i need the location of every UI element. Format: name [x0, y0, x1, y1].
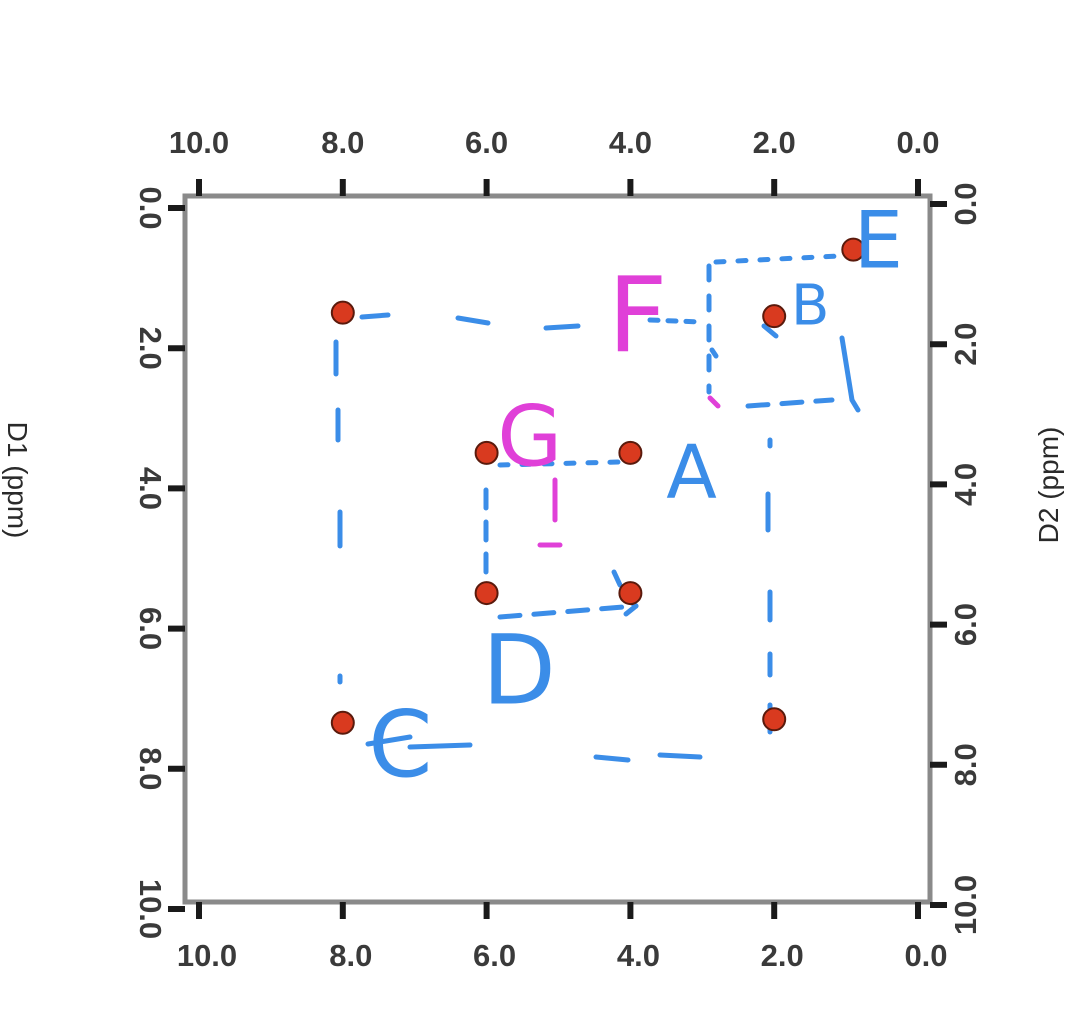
- y-tick-label-right: 0.0: [948, 182, 983, 225]
- annotation-line: [713, 253, 843, 265]
- annotation-line: [497, 603, 639, 620]
- x-tick-label-top: 4.0: [609, 125, 652, 160]
- y-tick-label-right: 10.0: [948, 875, 983, 935]
- annotation-line: [657, 752, 703, 760]
- x-tick-label-bottom: 0.0: [904, 938, 947, 973]
- annotation-line: [761, 323, 779, 339]
- annotation-label-e: E: [854, 197, 903, 287]
- y-axis-title-left: D1 (ppm): [2, 422, 33, 539]
- data-point: [618, 440, 643, 465]
- x-tick-label-top: 10.0: [169, 125, 229, 160]
- annotation-line: [365, 734, 413, 747]
- x-tick-label-bottom: 4.0: [617, 938, 660, 973]
- annotation-label-c: C: [368, 691, 432, 798]
- y-tick-label-right: 8.0: [948, 743, 983, 786]
- annotation-line: [455, 315, 491, 326]
- y-tick-label-right: 4.0: [948, 463, 983, 506]
- x-tick-label-bottom: 8.0: [329, 938, 372, 973]
- annotation-mark: [537, 477, 563, 548]
- y-tick-label-left: 0.0: [133, 186, 168, 229]
- x-tick-label-bottom: 6.0: [473, 938, 516, 973]
- annotation-line: [359, 312, 391, 320]
- data-point: [474, 440, 499, 465]
- y-tick-label-left: 8.0: [133, 747, 168, 790]
- annotation-label-d: D: [482, 615, 556, 727]
- annotation-line: [543, 323, 581, 331]
- annotation-label-f: F: [608, 255, 668, 377]
- annotation-label-b: B: [791, 273, 829, 338]
- x-tick-label-top: 8.0: [321, 125, 364, 160]
- data-point: [330, 710, 355, 735]
- data-point: [618, 581, 643, 606]
- annotation-line: [611, 569, 623, 588]
- annotation-mark: [707, 395, 721, 409]
- data-point: [474, 581, 499, 606]
- annotation-line: [839, 335, 861, 413]
- annotation-line: [647, 317, 705, 325]
- data-points: [330, 237, 866, 735]
- x-tick-label-bottom: 10.0: [177, 938, 237, 973]
- axis-ticks: [168, 179, 947, 919]
- annotation-line: [709, 347, 719, 359]
- x-tick-label-top: 2.0: [753, 125, 796, 160]
- y-tick-label-right: 6.0: [948, 603, 983, 646]
- annotation-line: [745, 397, 835, 409]
- y-tick-label-left: 10.0: [133, 879, 168, 939]
- y-tick-label-left: 6.0: [133, 607, 168, 650]
- annotation-line: [593, 754, 631, 763]
- annotation-labels: A B CD E FG: [368, 197, 903, 799]
- y-tick-label-right: 2.0: [948, 323, 983, 366]
- axis-tick-labels: 10.0 10.0 8.0 8.0 6.0 6.0 4.0 4.0 2.0 2.0 0.0 0.0 0.…: [133, 125, 983, 973]
- plot-frame: [182, 193, 933, 905]
- y-tick-label-left: 4.0: [133, 467, 168, 510]
- x-tick-label-top: 6.0: [465, 125, 508, 160]
- y-axis-title-right: D2 (ppm): [1033, 427, 1064, 544]
- data-point: [762, 707, 787, 732]
- data-point: [762, 304, 787, 329]
- annotation-line: [407, 742, 473, 750]
- y-tick-label-left: 2.0: [133, 327, 168, 370]
- data-point: [841, 237, 866, 262]
- annotation-label-g: G: [497, 387, 562, 485]
- data-point: [330, 300, 355, 325]
- x-tick-label-top: 0.0: [896, 125, 939, 160]
- annotation-label-a: A: [666, 430, 717, 516]
- annotation-line: [497, 459, 623, 468]
- x-tick-label-bottom: 2.0: [761, 938, 804, 973]
